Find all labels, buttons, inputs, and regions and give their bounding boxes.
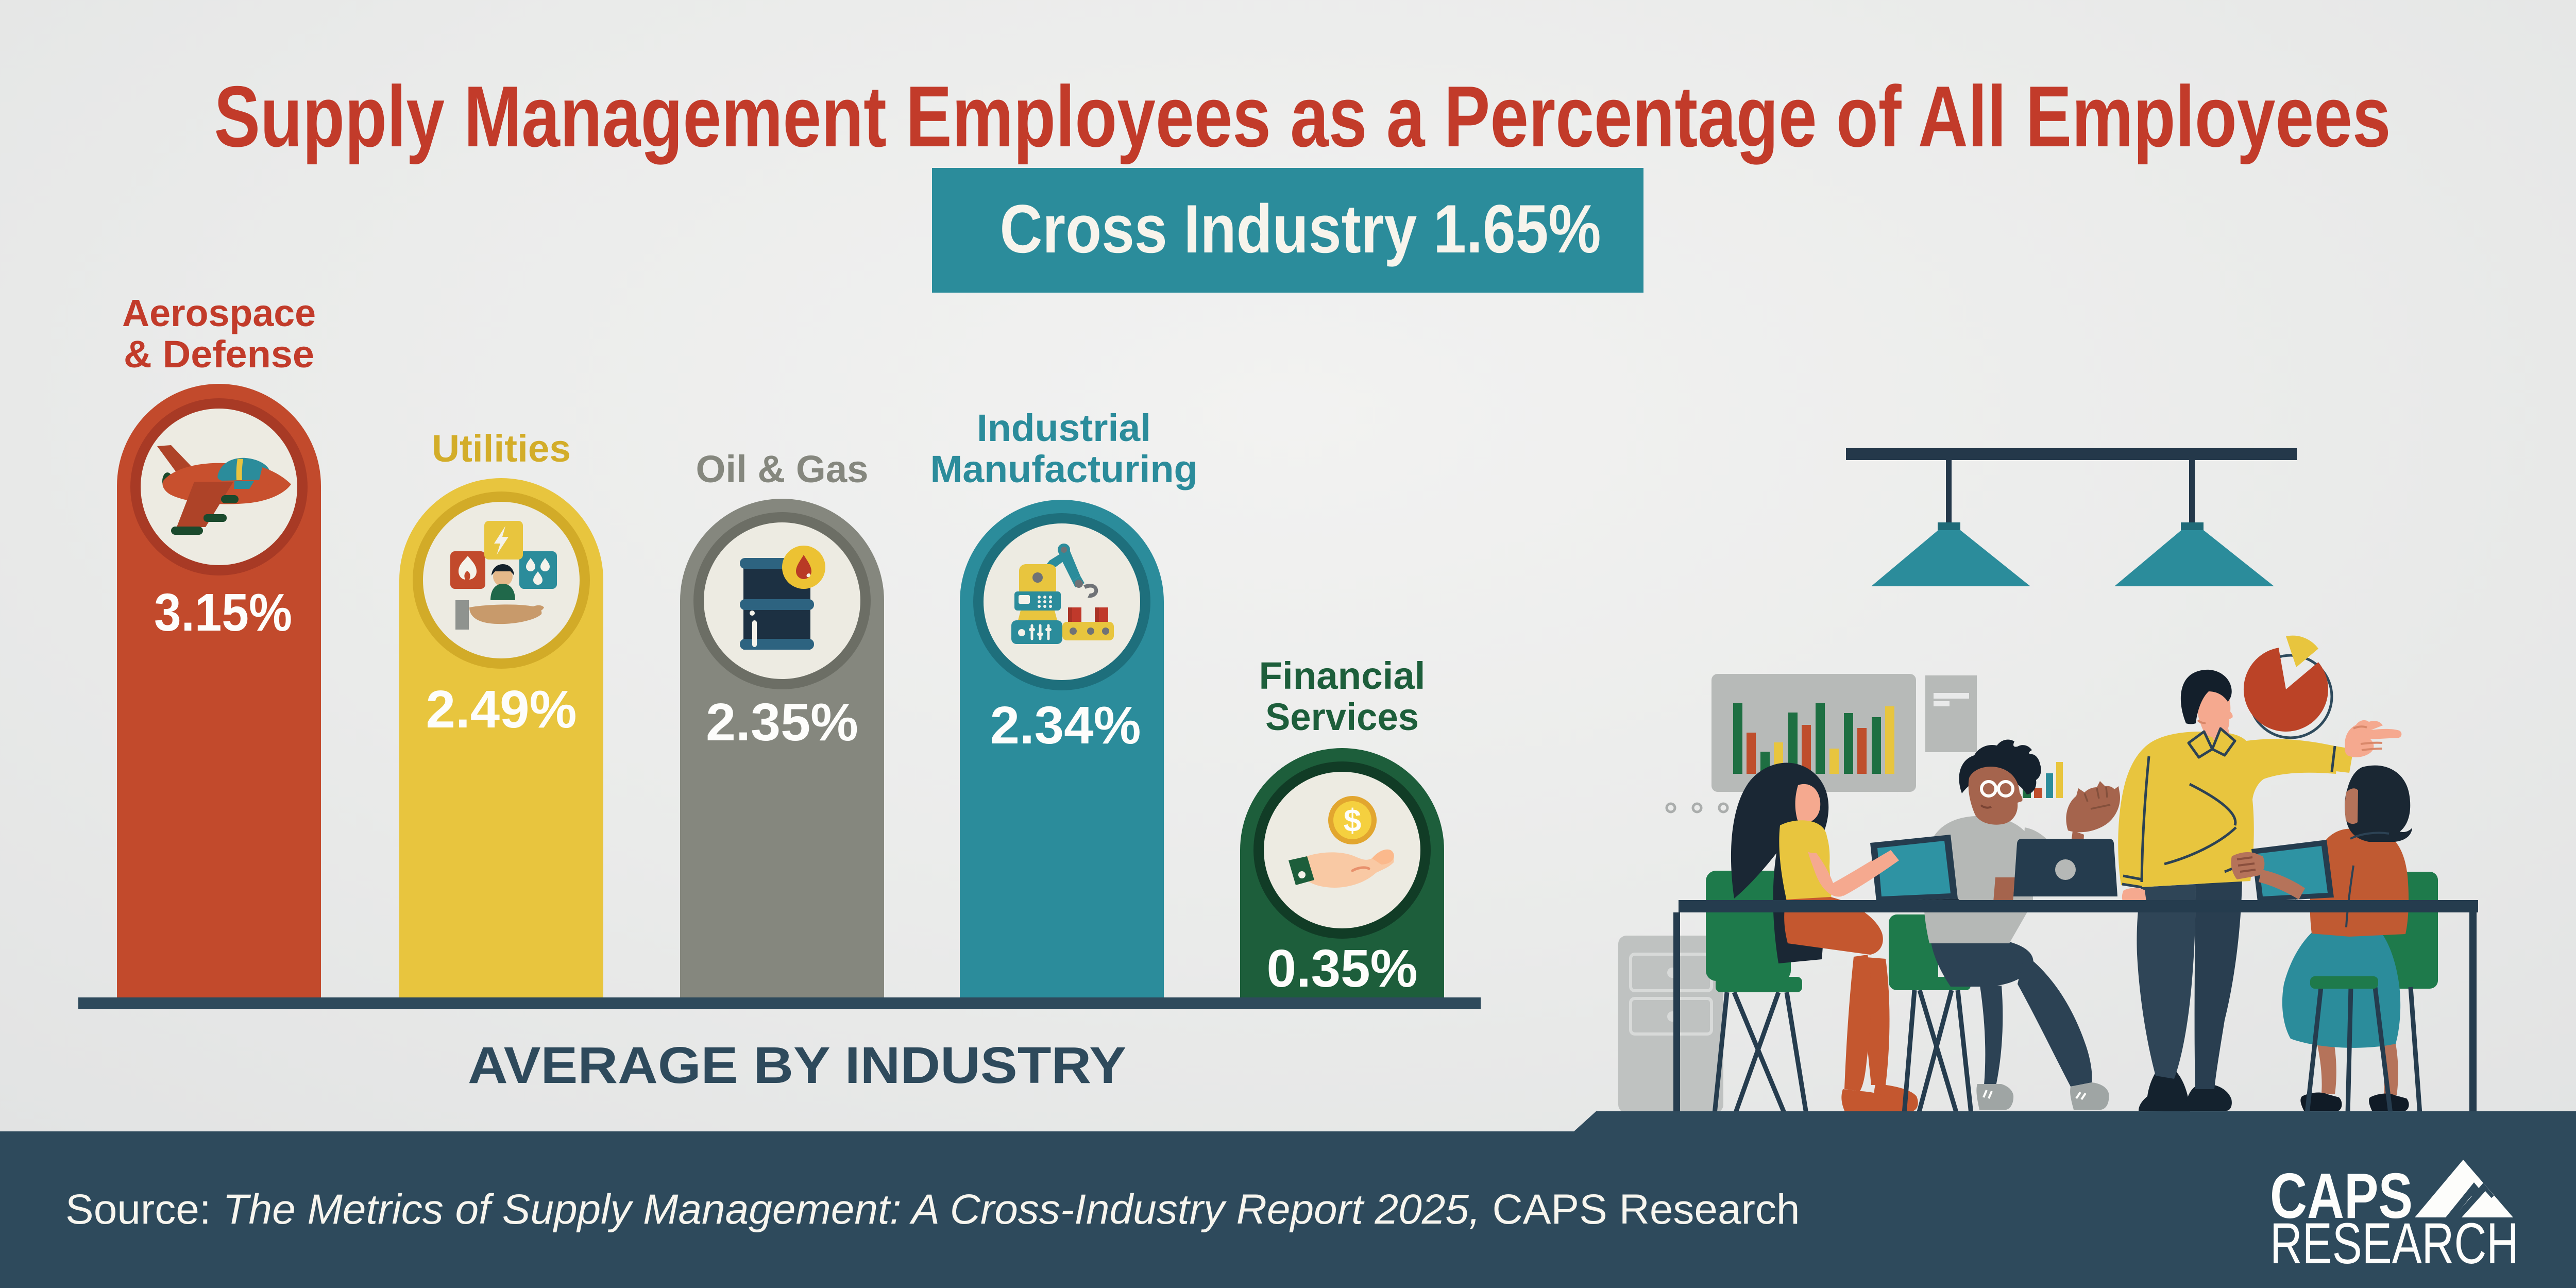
svg-text:Aerospace: Aerospace	[122, 292, 316, 334]
svg-text:2.49%: 2.49%	[426, 680, 577, 739]
svg-text:CAPS: CAPS	[2270, 1161, 2413, 1232]
svg-text:Manufacturing: Manufacturing	[930, 448, 1198, 490]
svg-text:& Defense: & Defense	[124, 333, 314, 376]
svg-text:Oil & Gas: Oil & Gas	[696, 448, 869, 490]
svg-text:Utilities: Utilities	[432, 427, 571, 470]
svg-text:Services: Services	[1265, 696, 1419, 738]
svg-text:Industrial: Industrial	[977, 406, 1151, 449]
svg-text:Supply Management Employees as: Supply Management Employees as a Percent…	[214, 68, 2391, 165]
svg-text:AVERAGE BY INDUSTRY: AVERAGE BY INDUSTRY	[468, 1037, 1126, 1094]
svg-text:Cross Industry 1.65%: Cross Industry 1.65%	[1000, 191, 1601, 267]
svg-text:0.35%: 0.35%	[1267, 939, 1418, 998]
svg-text:Financial: Financial	[1259, 654, 1426, 697]
svg-text:3.15%: 3.15%	[154, 583, 292, 642]
svg-text:RESEARCH: RESEARCH	[2270, 1211, 2519, 1276]
svg-text:$: $	[1344, 803, 1361, 839]
svg-text:2.35%: 2.35%	[706, 692, 858, 752]
svg-text:2.34%: 2.34%	[990, 696, 1141, 755]
svg-text:Source: The Metrics of Supply: Source: The Metrics of Supply Management…	[65, 1186, 1800, 1233]
